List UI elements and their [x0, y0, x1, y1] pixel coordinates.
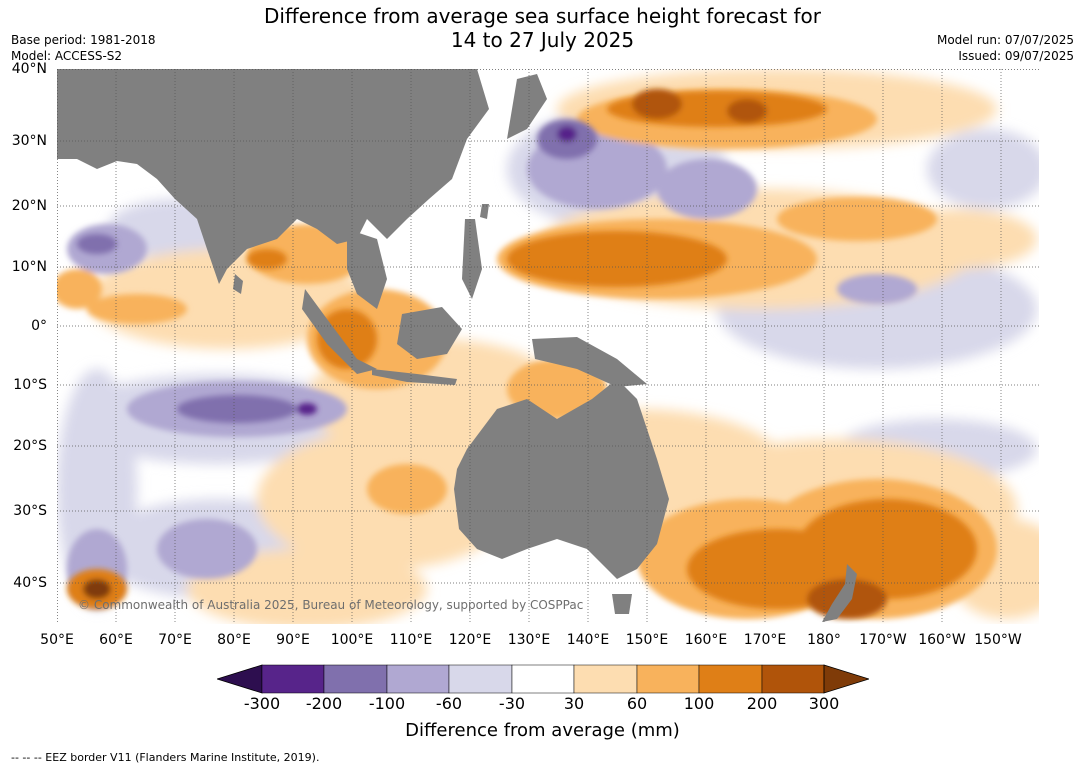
graticule — [57, 69, 1039, 624]
colorbar-tick-5: -30 — [498, 694, 526, 713]
title-line-1: Difference from average sea surface heig… — [263, 4, 822, 28]
colorbar — [217, 664, 869, 694]
lat-label-30n: 30°N — [11, 133, 47, 149]
colorbar-title: Difference from average (mm) — [405, 720, 680, 741]
lon-label-150e: 150°E — [625, 632, 669, 648]
lon-label-170e: 170°E — [743, 632, 787, 648]
lon-label-130e: 130°E — [507, 632, 551, 648]
lat-label-30s: 30°S — [13, 503, 47, 519]
colorbar-bin-6 — [573, 664, 638, 694]
title-line-2: 14 to 27 July 2025 — [450, 28, 635, 52]
colorbar-bin-4 — [448, 664, 513, 694]
eez-footnote: -- -- -- EEZ border V11 (Flanders Marine… — [11, 751, 320, 764]
colorbar-tick-4: -60 — [435, 694, 463, 713]
meta-right: Model run: 07/07/2025 Issued: 09/07/2025 — [937, 32, 1074, 64]
sri-lanka-land — [233, 274, 243, 294]
lat-label-40s: 40°S — [13, 575, 47, 591]
colorbar-bin-7 — [636, 664, 700, 694]
colorbar-bin-3 — [386, 664, 450, 694]
tasmania-land — [612, 594, 632, 614]
asia-land — [57, 69, 489, 284]
new-guinea-land — [532, 337, 647, 387]
colorbar-tick-7: 60 — [626, 694, 648, 713]
sea-surface-height-map — [57, 69, 1039, 624]
lon-label-80e: 80°E — [217, 632, 251, 648]
model-text: Model: ACCESS-S2 — [11, 49, 123, 63]
colorbar-extend-low — [217, 664, 263, 694]
australia-land — [454, 379, 669, 579]
colorbar-tick-8: 100 — [683, 694, 715, 713]
colorbar-bin-1 — [261, 664, 325, 694]
sumatra-land — [302, 289, 377, 374]
lon-label-160e: 160°E — [684, 632, 728, 648]
colorbar-extend-high — [823, 664, 869, 694]
lat-label-10s: 10°S — [13, 377, 47, 393]
colorbar-tick-10: 300 — [808, 694, 840, 713]
colorbar-tick-2: -200 — [305, 694, 343, 713]
lat-label-20n: 20°N — [11, 198, 47, 214]
colorbar-bin-8 — [698, 664, 763, 694]
land — [57, 69, 857, 622]
lat-label-40n: 40°N — [11, 61, 47, 77]
page-title: Difference from average sea surface heig… — [0, 4, 1085, 52]
colorbar-bin-5 — [511, 664, 575, 694]
lon-label-150w: 150°W — [974, 632, 1022, 648]
lon-label-100e: 100°E — [330, 632, 374, 648]
copyright-text: © Commonwealth of Australia 2025, Bureau… — [78, 598, 584, 612]
lat-label-10n: 10°N — [11, 259, 47, 275]
meta-left: Base period: 1981-2018 Model: ACCESS-S2 — [11, 32, 156, 64]
anomaly-field-strong — [67, 89, 977, 619]
lon-label-170w: 170°W — [859, 632, 907, 648]
lon-label-90e: 90°E — [276, 632, 310, 648]
lon-label-60e: 60°E — [99, 632, 133, 648]
colorbar-tick-3: -100 — [368, 694, 406, 713]
java-land — [372, 369, 457, 385]
lon-label-160w: 160°W — [918, 632, 966, 648]
lat-label-20s: 20°S — [13, 438, 47, 454]
lon-label-180: 180° — [807, 632, 841, 648]
indochina-land — [347, 229, 387, 309]
model-run-text: Model run: 07/07/2025 — [936, 33, 1074, 47]
colorbar-tick-6: 30 — [563, 694, 585, 713]
issued-text: Issued: 09/07/2025 — [958, 49, 1074, 63]
colorbar-bin-9 — [761, 664, 825, 694]
borneo-land — [397, 307, 462, 359]
lon-label-50e: 50°E — [40, 632, 74, 648]
philippines-land — [462, 219, 482, 299]
base-period-text: Base period: 1981-2018 — [11, 33, 156, 47]
lon-label-70e: 70°E — [158, 632, 192, 648]
lon-label-140e: 140°E — [566, 632, 610, 648]
colorbar-tick-1: -300 — [243, 694, 281, 713]
lon-label-110e: 110°E — [389, 632, 433, 648]
japan-land — [507, 74, 547, 139]
lat-label-0: 0° — [31, 318, 47, 334]
new-zealand-land — [822, 564, 857, 622]
lon-label-120e: 120°E — [448, 632, 492, 648]
colorbar-tick-9: 200 — [746, 694, 778, 713]
taiwan-land — [480, 204, 489, 219]
colorbar-bin-2 — [323, 664, 388, 694]
